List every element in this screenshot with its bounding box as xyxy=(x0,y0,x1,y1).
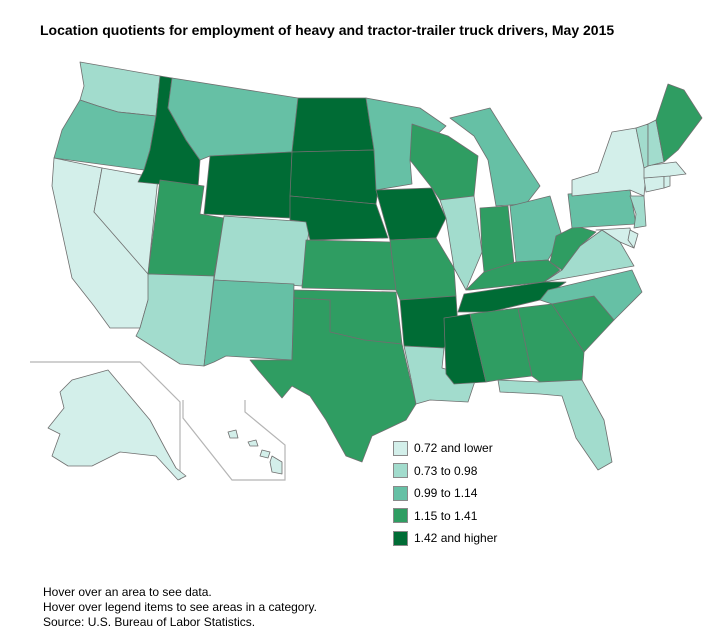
legend-swatch xyxy=(393,485,408,501)
legend-item[interactable]: 0.73 to 0.98 xyxy=(393,460,497,483)
alaska-inset-frame xyxy=(30,361,181,480)
state-louisiana[interactable] xyxy=(403,345,477,405)
state-florida[interactable] xyxy=(497,379,613,471)
source-note: Source: U.S. Bureau of Labor Statistics. xyxy=(43,615,256,629)
legend-swatch xyxy=(393,463,408,479)
legend-swatch xyxy=(393,440,408,456)
state-maryland[interactable] xyxy=(595,227,635,249)
hover-note: Hover over an area to see data. xyxy=(43,585,212,599)
state-new-jersey[interactable] xyxy=(629,195,647,229)
hawaii-inset-frame xyxy=(182,400,286,481)
legend-item[interactable]: 0.99 to 1.14 xyxy=(393,482,497,505)
legend-label: 0.72 and lower xyxy=(414,441,493,456)
state-mississippi[interactable] xyxy=(443,313,487,385)
legend-label: 1.15 to 1.41 xyxy=(414,508,478,523)
legend-swatch xyxy=(393,508,408,524)
state-arizona[interactable] xyxy=(135,273,215,367)
state-alaska[interactable] xyxy=(47,369,187,481)
state-south-dakota[interactable] xyxy=(289,149,379,205)
legend-item[interactable]: 1.15 to 1.41 xyxy=(393,505,497,528)
state-connecticut[interactable] xyxy=(643,175,665,193)
legend-label: 1.42 and higher xyxy=(414,531,498,546)
legend-item[interactable]: 1.42 and higher xyxy=(393,527,497,550)
state-delaware[interactable] xyxy=(627,229,639,249)
state-kansas[interactable] xyxy=(301,239,397,291)
state-new-york[interactable] xyxy=(571,127,647,197)
state-maine[interactable] xyxy=(655,83,703,163)
state-missouri[interactable] xyxy=(389,237,457,301)
state-hawaii[interactable] xyxy=(227,429,283,475)
state-north-dakota[interactable] xyxy=(291,97,375,153)
state-massachusetts[interactable] xyxy=(643,161,687,179)
legend-item[interactable]: 0.72 and lower xyxy=(393,437,497,460)
state-texas[interactable] xyxy=(249,297,417,463)
legend-hover-note: Hover over legend items to see areas in … xyxy=(43,600,317,614)
legend-label: 0.73 to 0.98 xyxy=(414,463,478,478)
state-iowa[interactable] xyxy=(375,187,447,241)
state-colorado[interactable] xyxy=(213,215,311,287)
state-new-mexico[interactable] xyxy=(203,279,295,367)
state-minnesota[interactable] xyxy=(365,97,447,191)
state-rhode-island[interactable] xyxy=(663,175,671,189)
state-wyoming[interactable] xyxy=(203,151,293,219)
state-kentucky[interactable] xyxy=(465,259,561,291)
map-legend: 0.72 and lower 0.73 to 0.98 0.99 to 1.14 1.… xyxy=(393,437,497,550)
map-title: Location quotients for employment of hea… xyxy=(40,22,615,38)
state-indiana[interactable] xyxy=(479,205,515,273)
legend-label: 0.99 to 1.14 xyxy=(414,486,478,501)
state-alabama[interactable] xyxy=(469,307,533,383)
notes: Hover over an area to see data. Hover ov… xyxy=(43,585,317,630)
legend-swatch xyxy=(393,530,408,546)
state-north-carolina[interactable] xyxy=(539,269,643,321)
